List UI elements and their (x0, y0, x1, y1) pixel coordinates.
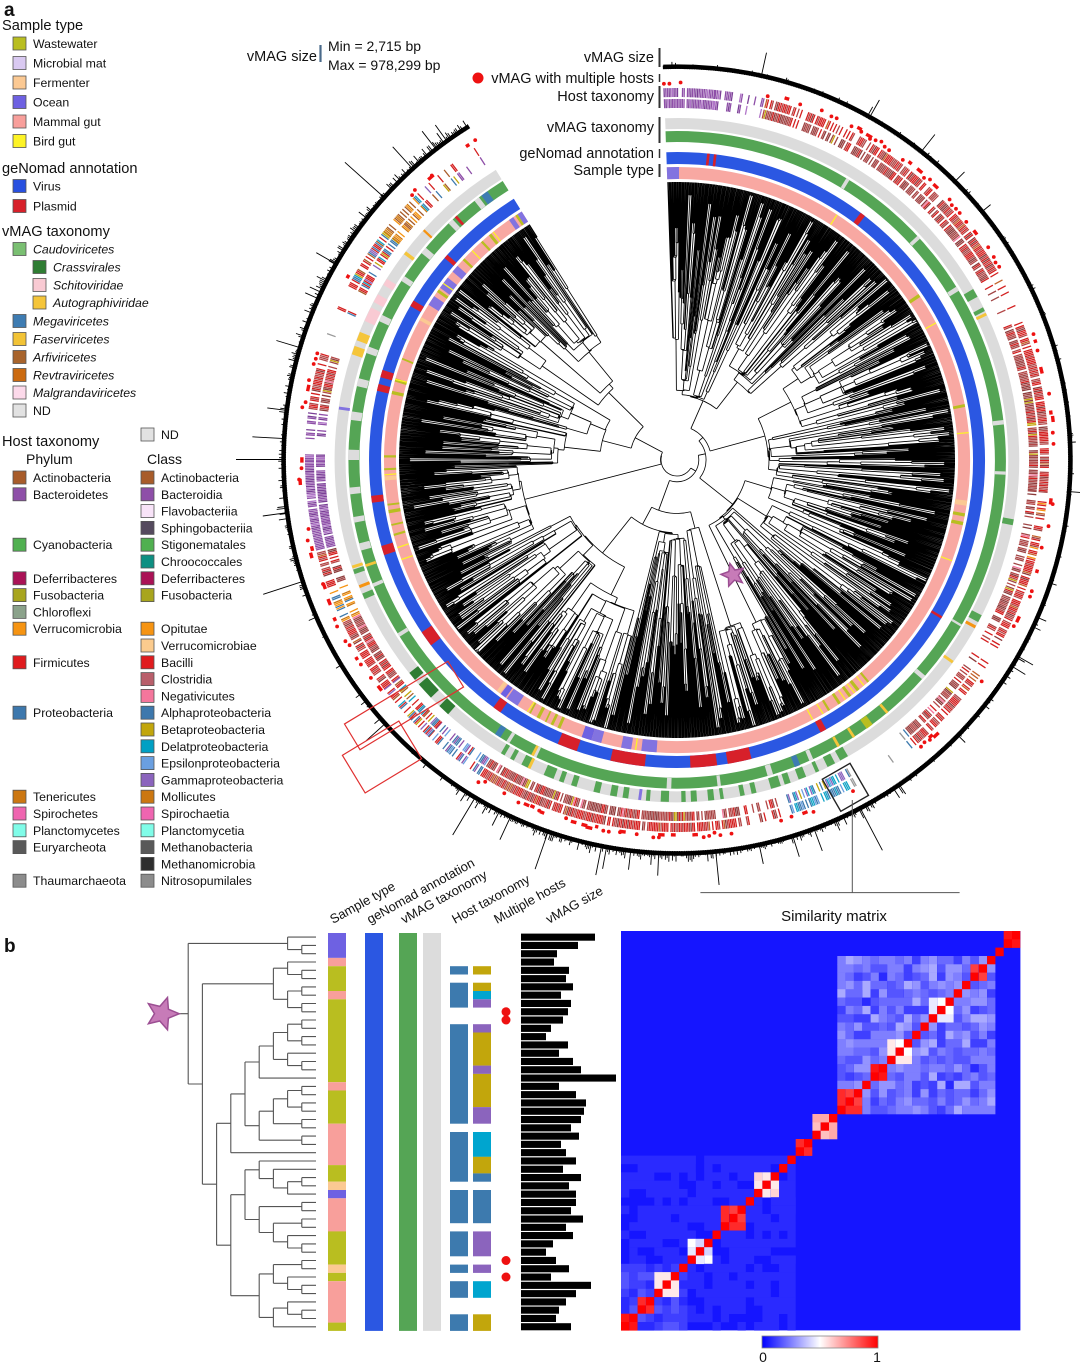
svg-text:Host taxonomy: Host taxonomy (2, 434, 100, 450)
svg-text:0: 0 (759, 1349, 767, 1364)
svg-text:Malgrandaviricetes: Malgrandaviricetes (33, 386, 136, 400)
svg-text:vMAG size: vMAG size (247, 49, 317, 65)
svg-text:Fermenter: Fermenter (33, 76, 90, 90)
svg-text:Microbial mat: Microbial mat (33, 57, 107, 71)
svg-text:geNomad annotation: geNomad annotation (519, 146, 654, 162)
svg-text:Actinobacteria: Actinobacteria (33, 471, 111, 485)
svg-text:Phylum: Phylum (26, 451, 73, 467)
svg-text:Virus: Virus (33, 180, 61, 194)
svg-text:Proteobacteria: Proteobacteria (33, 706, 113, 720)
svg-text:Chloroflexi: Chloroflexi (33, 605, 91, 619)
svg-text:Deferribacteres: Deferribacteres (161, 572, 245, 586)
svg-text:Max = 978,299 bp: Max = 978,299 bp (328, 57, 441, 73)
svg-text:Faserviricetes: Faserviricetes (33, 333, 110, 347)
svg-text:Megaviricetes: Megaviricetes (33, 315, 109, 329)
svg-text:Mollicutes: Mollicutes (161, 790, 216, 804)
svg-text:Stigonematales: Stigonematales (161, 538, 246, 552)
svg-text:Firmicutes: Firmicutes (33, 656, 90, 670)
svg-text:Flavobacteriia: Flavobacteriia (161, 505, 238, 519)
svg-text:Caudoviricetes: Caudoviricetes (33, 243, 114, 257)
svg-text:Host taxonomy: Host taxonomy (557, 89, 654, 105)
svg-text:Verrucomicrobia: Verrucomicrobia (33, 622, 122, 636)
svg-text:Methanobacteria: Methanobacteria (161, 841, 253, 855)
svg-text:Class: Class (147, 451, 182, 467)
svg-text:Methanomicrobia: Methanomicrobia (161, 857, 255, 871)
svg-text:Schitoviridae: Schitoviridae (53, 279, 124, 293)
svg-text:vMAG taxonomy: vMAG taxonomy (547, 120, 655, 136)
svg-text:Similarity matrix: Similarity matrix (781, 908, 887, 925)
svg-text:Mammal gut: Mammal gut (33, 115, 101, 129)
svg-text:vMAG size: vMAG size (584, 50, 654, 66)
svg-text:Delatproteobacteria: Delatproteobacteria (161, 740, 268, 754)
svg-text:Planctomycetes: Planctomycetes (33, 824, 120, 838)
svg-text:Negativicutes: Negativicutes (161, 689, 235, 703)
svg-text:Sample type: Sample type (2, 18, 83, 34)
svg-text:Wastewater: Wastewater (33, 37, 97, 51)
svg-text:ND: ND (161, 428, 179, 442)
svg-text:Sample type: Sample type (573, 163, 654, 179)
svg-text:Thaumarchaeota: Thaumarchaeota (33, 874, 126, 888)
svg-text:Actinobacteria: Actinobacteria (161, 471, 239, 485)
svg-text:Bacilli: Bacilli (161, 656, 193, 670)
svg-text:Sphingobacteriia: Sphingobacteriia (161, 521, 253, 535)
svg-text:Crassvirales: Crassvirales (53, 261, 121, 275)
svg-text:Tenericutes: Tenericutes (33, 790, 96, 804)
svg-text:Planctomycetia: Planctomycetia (161, 824, 245, 838)
svg-text:Epsilonproteobacteria: Epsilonproteobacteria (161, 757, 280, 771)
svg-text:Verrucomicrobiae: Verrucomicrobiae (161, 639, 257, 653)
svg-text:Cyanobacteria: Cyanobacteria (33, 538, 112, 552)
svg-text:Deferribacteres: Deferribacteres (33, 572, 117, 586)
svg-text:Betaproteobacteria: Betaproteobacteria (161, 723, 265, 737)
svg-text:Plasmid: Plasmid (33, 200, 77, 214)
svg-text:Ocean: Ocean (33, 96, 69, 110)
svg-text:Spirochaetia: Spirochaetia (161, 807, 230, 821)
svg-text:Fusobacteria: Fusobacteria (33, 589, 104, 603)
svg-text:vMAG taxonomy: vMAG taxonomy (2, 224, 111, 240)
svg-text:geNomad annotation: geNomad annotation (2, 161, 138, 177)
svg-text:Autographiviridae: Autographiviridae (52, 296, 149, 310)
svg-text:Opitutae: Opitutae (161, 622, 208, 636)
svg-text:Alphaproteobacteria: Alphaproteobacteria (161, 706, 271, 720)
svg-text:Min = 2,715 bp: Min = 2,715 bp (328, 38, 421, 54)
svg-text:Nitrosopumilales: Nitrosopumilales (161, 874, 252, 888)
svg-text:b: b (4, 936, 16, 957)
svg-text:Bird gut: Bird gut (33, 135, 76, 149)
svg-text:Euryarcheota: Euryarcheota (33, 841, 106, 855)
svg-text:Fusobacteria: Fusobacteria (161, 589, 232, 603)
svg-text:Spirochetes: Spirochetes (33, 807, 98, 821)
svg-text:a: a (4, 0, 15, 21)
svg-text:Revtraviricetes: Revtraviricetes (33, 369, 114, 383)
svg-text:Bacteroidetes: Bacteroidetes (33, 488, 108, 502)
svg-text:Bacteroidia: Bacteroidia (161, 488, 223, 502)
svg-text:Gammaproteobacteria: Gammaproteobacteria (161, 773, 284, 787)
svg-text:Chroococcales: Chroococcales (161, 555, 242, 569)
svg-text:1: 1 (873, 1349, 881, 1364)
svg-text:Clostridia: Clostridia (161, 673, 212, 687)
svg-text:Arfiviricetes: Arfiviricetes (32, 351, 97, 365)
svg-text:vMAG with multiple hosts: vMAG with multiple hosts (491, 71, 654, 87)
svg-text:ND: ND (33, 404, 51, 418)
